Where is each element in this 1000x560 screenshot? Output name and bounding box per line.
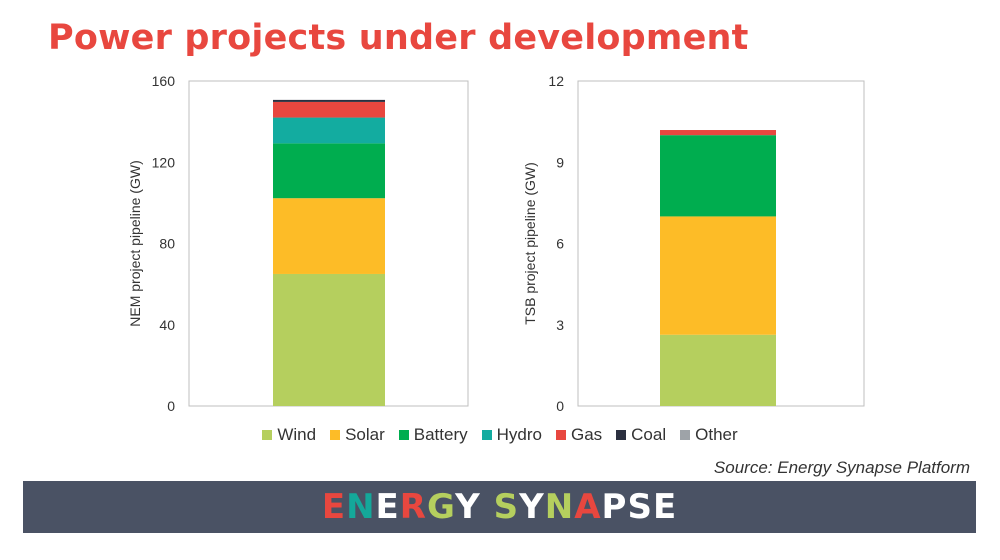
legend-item-gas: Gas bbox=[555, 425, 603, 445]
y-tick-label: 3 bbox=[556, 317, 564, 333]
legend-swatch bbox=[262, 430, 273, 440]
logo-letter: S bbox=[627, 487, 653, 527]
bar-segment-wind bbox=[660, 334, 776, 406]
legend-label: Gas bbox=[570, 425, 603, 444]
chart-2: 0 3 6 9 12 TSB project pipeline (GW) bbox=[522, 73, 865, 414]
bar-segment-battery bbox=[660, 135, 776, 217]
legend-swatch bbox=[330, 430, 341, 440]
logo-letter: E bbox=[321, 487, 347, 527]
legend-item-battery: Battery bbox=[398, 425, 468, 445]
logo-letter: N bbox=[346, 487, 376, 527]
logo-letter: S bbox=[493, 487, 520, 527]
page-title: Power projects under development bbox=[48, 18, 749, 58]
bar-segment-solar bbox=[273, 198, 385, 274]
footer-banner: ENERGY SYNAPSE bbox=[23, 481, 976, 533]
y-axis-label: NEM project pipeline (GW) bbox=[127, 160, 143, 327]
source-note: Source: Energy Synapse Platform bbox=[713, 458, 970, 477]
bar-segment-wind bbox=[273, 273, 385, 406]
legend-label: Battery bbox=[413, 425, 468, 444]
legend-label: Coal bbox=[631, 425, 667, 444]
logo-letter bbox=[481, 487, 494, 527]
y-tick-label: 40 bbox=[159, 317, 175, 333]
legend-item-solar: Solar bbox=[330, 425, 385, 445]
y-tick-label: 6 bbox=[556, 236, 564, 252]
y-tick-label: 9 bbox=[556, 154, 564, 170]
logo-letter: Y bbox=[519, 487, 545, 527]
y-tick-label: 160 bbox=[152, 73, 176, 89]
bar-segment-gas bbox=[273, 101, 385, 118]
logo-letter: N bbox=[544, 487, 575, 527]
legend-swatch bbox=[555, 430, 566, 440]
chart-1: 0 40 80 120 160 NEM project pipeline (GW) bbox=[127, 73, 469, 414]
legend-swatch bbox=[481, 430, 492, 440]
logo-letter: E bbox=[375, 487, 400, 527]
bar-segment-gas bbox=[660, 130, 776, 136]
logo-letter: A bbox=[574, 487, 602, 527]
legend: Wind Solar Battery Hydro Gas Coal Other bbox=[0, 425, 1000, 445]
y-tick-label: 0 bbox=[167, 398, 175, 414]
legend-item-wind: Wind bbox=[262, 425, 316, 445]
logo-letter: P bbox=[601, 487, 628, 527]
legend-label: Wind bbox=[277, 425, 317, 444]
bar-segment-solar bbox=[660, 216, 776, 335]
legend-swatch bbox=[680, 430, 691, 440]
energy-synapse-logo: ENERGY SYNAPSE bbox=[322, 487, 677, 527]
charts-area: 0 40 80 120 160 NEM project pipeline (GW) 0 3 6 9… bbox=[127, 73, 865, 414]
legend-item-hydro: Hydro bbox=[481, 425, 542, 445]
logo-letter: G bbox=[426, 487, 456, 527]
y-axis-label: TSB project pipeline (GW) bbox=[522, 162, 538, 325]
bar-segment-hydro bbox=[273, 117, 385, 144]
legend-item-coal: Coal bbox=[616, 425, 666, 445]
bar-segment-coal bbox=[273, 99, 385, 102]
legend-label: Other bbox=[695, 425, 738, 444]
logo-letter: Y bbox=[455, 487, 481, 527]
y-tick-label: 120 bbox=[152, 154, 176, 170]
legend-label: Solar bbox=[345, 425, 385, 444]
legend-label: Hydro bbox=[496, 425, 542, 444]
legend-item-other: Other bbox=[680, 425, 738, 445]
legend-swatch bbox=[398, 430, 409, 440]
logo-letter: R bbox=[399, 487, 427, 527]
legend-swatch bbox=[616, 430, 627, 440]
y-tick-label: 80 bbox=[159, 236, 175, 252]
logo-letter: E bbox=[652, 487, 678, 527]
y-tick-label: 12 bbox=[548, 73, 564, 89]
y-tick-label: 0 bbox=[556, 398, 564, 414]
bar-segment-battery bbox=[273, 143, 385, 199]
